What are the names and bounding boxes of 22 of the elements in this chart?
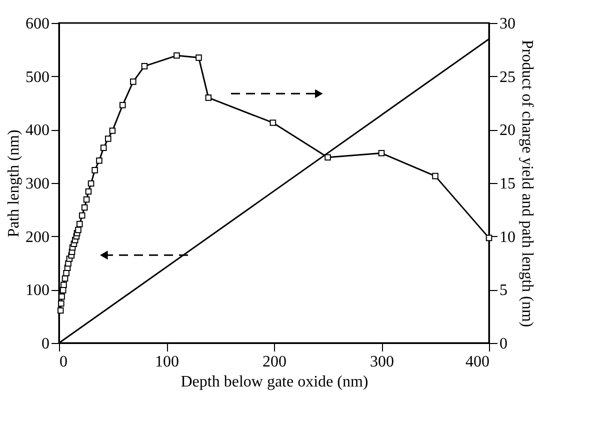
x-tick-label: 300 <box>370 354 394 370</box>
y-axis-title: Path length (nm) <box>6 130 22 238</box>
x-tick-label: 0 <box>60 354 68 370</box>
x-tick-label: 100 <box>155 354 179 370</box>
x-tick-label: 400 <box>466 354 490 370</box>
y-tick-label: 0 <box>42 336 50 352</box>
y-tick-label: 300 <box>26 176 50 192</box>
y2-tick-label: 15 <box>500 176 516 192</box>
y2-tick-label: 30 <box>500 16 516 32</box>
x-tick-label: 200 <box>262 354 286 370</box>
y-tick-label: 100 <box>26 282 50 300</box>
y2-tick-label: 25 <box>500 68 516 86</box>
y-tick-label: 400 <box>26 122 50 140</box>
y2-axis-title: Product of charge yield and path length (nm) <box>518 40 536 328</box>
y-tick-label: 200 <box>26 228 50 246</box>
y-tick-label: 500 <box>26 68 50 86</box>
y2-tick-label: 10 <box>500 228 516 246</box>
y2-tick-label: 5 <box>500 282 508 300</box>
x-axis-title: Depth below gate oxide (nm) <box>180 374 368 390</box>
y-tick-label: 600 <box>26 16 50 32</box>
y2-tick-label: 20 <box>500 122 516 140</box>
y2-tick-label: 0 <box>500 336 508 352</box>
